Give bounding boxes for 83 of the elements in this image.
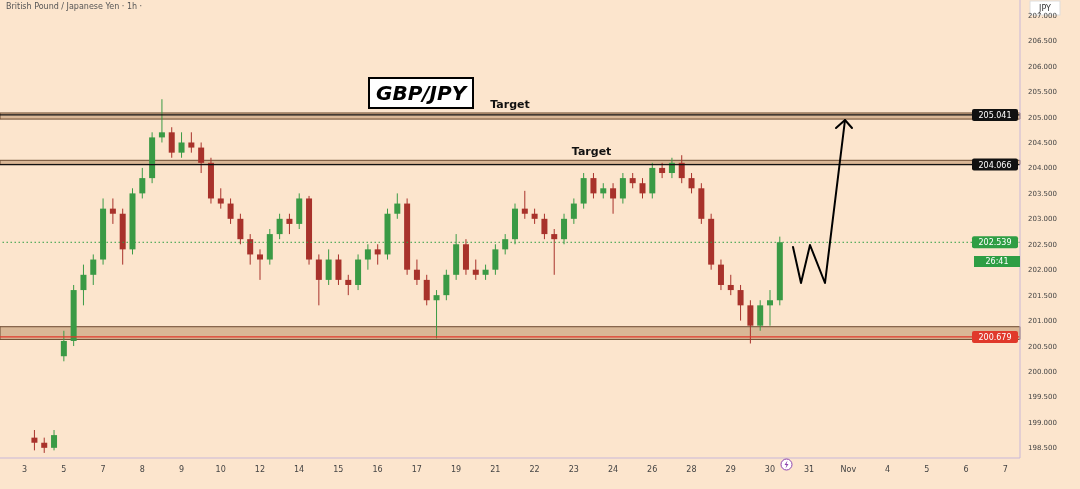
candlestick bbox=[60, 330, 67, 362]
x-tick-label: 22 bbox=[529, 464, 540, 474]
candlestick bbox=[286, 213, 293, 235]
x-tick-label: 17 bbox=[411, 464, 422, 474]
candlestick bbox=[639, 177, 646, 199]
x-tick-label: 5 bbox=[924, 464, 930, 474]
x-tick-label: 30 bbox=[764, 464, 775, 474]
x-tick-label: 24 bbox=[607, 464, 619, 474]
ref-line-label: 200.679 bbox=[978, 332, 1012, 342]
candlestick bbox=[541, 213, 548, 240]
x-tick-label: 16 bbox=[372, 464, 383, 474]
candlestick bbox=[276, 213, 283, 240]
x-tick-label: 9 bbox=[178, 464, 184, 474]
annotation: GBP/JPY bbox=[368, 77, 475, 109]
candlestick bbox=[374, 243, 381, 266]
candlestick bbox=[325, 248, 332, 286]
candlestick bbox=[619, 172, 626, 205]
x-tick-label: Nov bbox=[840, 464, 857, 474]
candlestick bbox=[659, 162, 666, 179]
candlestick bbox=[168, 126, 175, 159]
band-label: Target bbox=[571, 145, 612, 159]
x-tick-label: 14 bbox=[294, 464, 305, 474]
x-tick-label: 5 bbox=[61, 464, 67, 474]
candlestick bbox=[247, 233, 254, 266]
x-tick-label: 6 bbox=[963, 464, 969, 474]
candlestick bbox=[767, 289, 773, 327]
candlestick bbox=[217, 187, 224, 210]
candlestick bbox=[472, 259, 479, 281]
candlestick bbox=[423, 274, 430, 306]
x-tick-label: 10 bbox=[215, 464, 226, 474]
x-tick-label: 12 bbox=[254, 464, 265, 474]
candlestick bbox=[747, 299, 754, 344]
x-tick-label: 3 bbox=[21, 464, 28, 474]
candlestick bbox=[80, 264, 87, 306]
candlestick bbox=[31, 429, 38, 451]
x-tick-label: 23 bbox=[568, 464, 579, 474]
candlestick bbox=[727, 274, 734, 296]
ref-line-label: 205.041 bbox=[978, 110, 1012, 120]
x-tick-label: 29 bbox=[725, 464, 736, 474]
annotation: 26:41 bbox=[974, 256, 1020, 267]
ref-line-label: 204.066 bbox=[978, 160, 1012, 170]
x-tick-label: 4 bbox=[885, 464, 891, 474]
candlestick bbox=[109, 197, 116, 225]
candlestick bbox=[335, 253, 342, 286]
candlestick bbox=[737, 284, 744, 322]
candlestick bbox=[551, 228, 558, 276]
x-tick-label: 7 bbox=[100, 464, 106, 474]
candlestick bbox=[590, 172, 597, 199]
candlestick bbox=[717, 259, 724, 291]
candlestick bbox=[688, 172, 695, 194]
ref-line-label: 202.539 bbox=[978, 238, 1012, 248]
x-tick-label: 31 bbox=[804, 464, 815, 474]
candlestick bbox=[678, 154, 685, 184]
x-tick-label: 21 bbox=[490, 464, 501, 474]
candlestick bbox=[257, 248, 263, 281]
x-tick-label: 26 bbox=[647, 464, 658, 474]
candlestick bbox=[188, 131, 195, 154]
y-axis-title: JPY bbox=[1038, 4, 1052, 13]
candlestick bbox=[443, 269, 450, 301]
x-tick-label: 28 bbox=[686, 464, 697, 474]
candlestick bbox=[90, 253, 97, 286]
band-label: Target bbox=[490, 97, 530, 111]
x-tick-label: 15 bbox=[333, 464, 344, 474]
x-tick-label: 8 bbox=[139, 464, 145, 474]
candlestick bbox=[345, 274, 352, 296]
chart-title: British Pound / Japanese Yen · 1h · bbox=[6, 2, 143, 11]
candlestick bbox=[315, 253, 322, 306]
candlestick bbox=[757, 299, 764, 332]
candlestick bbox=[433, 289, 440, 339]
candlestick bbox=[51, 429, 58, 451]
candlestick bbox=[521, 190, 528, 220]
candlestick bbox=[227, 197, 234, 225]
x-tick-label: 7 bbox=[1002, 464, 1008, 474]
candlestick bbox=[237, 213, 244, 245]
candlestick bbox=[198, 141, 205, 174]
candlestick bbox=[178, 131, 185, 159]
x-tick-label: 19 bbox=[450, 464, 462, 474]
candlestick bbox=[139, 167, 146, 199]
candlestick bbox=[413, 259, 420, 286]
candlestick bbox=[610, 182, 617, 215]
candlestick bbox=[394, 192, 401, 220]
candlestick bbox=[158, 98, 165, 143]
candlestick bbox=[570, 197, 577, 225]
